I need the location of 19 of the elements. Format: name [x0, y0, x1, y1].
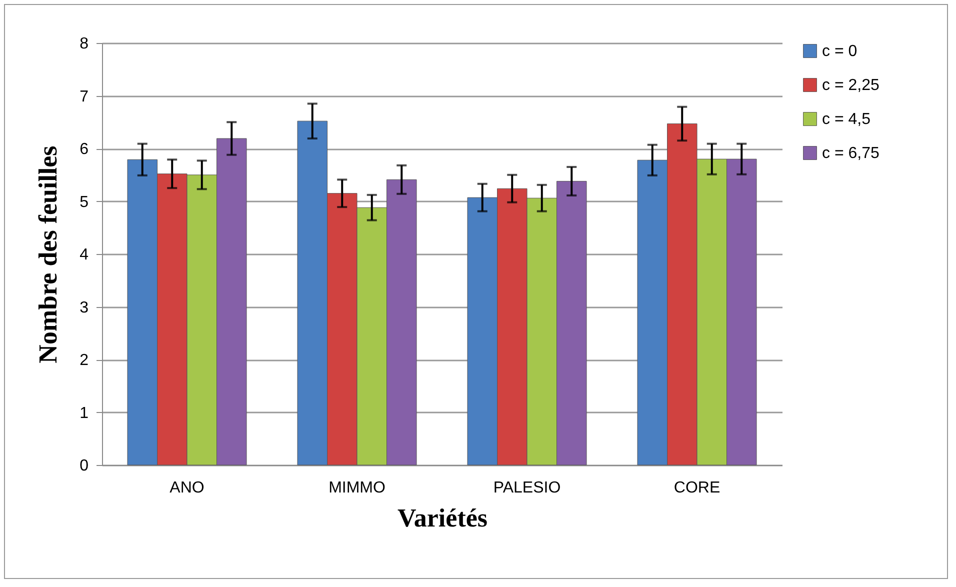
y-tick-label: 5: [80, 194, 89, 211]
legend-label: c = 6,75: [822, 145, 880, 162]
y-tick-label: 0: [80, 458, 89, 474]
y-tick-label: 6: [80, 141, 89, 158]
y-tick-label: 3: [80, 299, 89, 316]
legend-label: c = 2,25: [822, 77, 880, 94]
legend-label: c = 4,5: [822, 111, 871, 128]
legend-label: c = 0: [822, 43, 858, 60]
y-tick-label: 2: [80, 352, 89, 369]
y-tick-label: 8: [80, 36, 89, 52]
y-tick-label: 7: [80, 88, 89, 106]
x-axis-title: Variétés: [397, 504, 488, 532]
y-axis-title: Nombre des feuilles: [34, 146, 63, 364]
y-tick-label: 4: [80, 246, 89, 264]
x-tick-label: MIMMO: [328, 480, 386, 496]
x-tick-label: CORE: [674, 480, 720, 496]
y-tick-label: 1: [80, 404, 89, 422]
x-tick-label: ANO: [170, 480, 204, 496]
x-tick-label: PALESIO: [493, 480, 561, 496]
